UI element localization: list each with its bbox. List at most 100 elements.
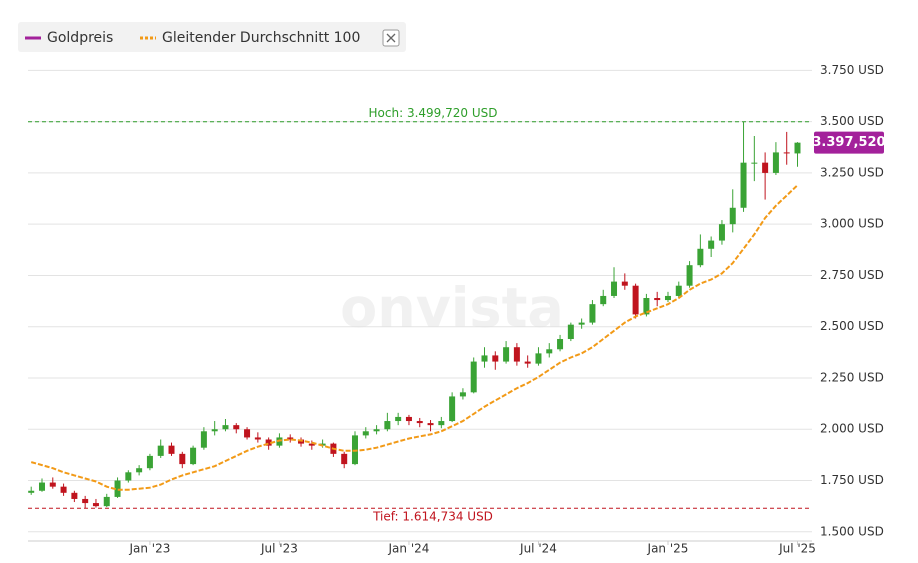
candle-body xyxy=(535,353,542,364)
x-tick-label: Jul '25 xyxy=(778,542,816,556)
candle-body xyxy=(503,347,510,362)
candle-body xyxy=(621,281,628,286)
candle-body xyxy=(675,285,682,296)
close-icon[interactable] xyxy=(386,33,396,43)
candle-body xyxy=(82,498,89,504)
candle-body xyxy=(405,416,412,422)
y-tick-label: 2.500 USD xyxy=(820,319,884,333)
candle-body xyxy=(168,445,175,454)
candle-body xyxy=(772,152,779,173)
low-line-label: Tief: 1.614,734 USD xyxy=(372,510,493,524)
candle-body xyxy=(49,482,56,487)
candle-body xyxy=(244,429,251,438)
candle-body xyxy=(762,162,769,173)
candle-body xyxy=(632,285,639,315)
y-tick-label: 3.500 USD xyxy=(820,114,884,128)
candle-body xyxy=(524,361,531,364)
candle-body xyxy=(200,431,207,448)
candle-body xyxy=(265,439,272,446)
candle-body xyxy=(438,421,445,426)
candle-body xyxy=(179,453,186,465)
y-tick-label: 3.000 USD xyxy=(820,217,884,231)
legend-box xyxy=(18,22,406,52)
candle-body xyxy=(643,298,650,315)
candle-body xyxy=(567,324,574,340)
candle-body xyxy=(373,429,380,432)
candle-body xyxy=(611,281,618,296)
candle-body xyxy=(395,416,402,422)
candle-body xyxy=(276,437,283,446)
last-price-label: 3.397,520 xyxy=(812,135,885,150)
candle-body xyxy=(697,248,704,266)
candle-body xyxy=(686,265,693,286)
candle-body xyxy=(751,162,758,164)
y-tick-label: 2.750 USD xyxy=(820,268,884,282)
candle-body xyxy=(654,298,661,301)
candle-body xyxy=(211,429,218,432)
candle-body xyxy=(492,355,499,362)
candle-body xyxy=(157,445,164,456)
candle-body xyxy=(341,453,348,465)
candle-body xyxy=(298,439,305,444)
candle-body xyxy=(470,361,477,393)
candle-body xyxy=(449,396,456,422)
candle-body xyxy=(60,486,67,493)
candle-body xyxy=(600,295,607,305)
x-tick-label: Jan '25 xyxy=(647,542,689,556)
candle-body xyxy=(28,490,35,493)
x-tick-label: Jul '23 xyxy=(260,542,298,556)
candle-body xyxy=(416,421,423,424)
candle-body xyxy=(557,339,564,350)
watermark: onvista xyxy=(340,277,564,340)
candle-body xyxy=(71,492,78,499)
last-price-badge xyxy=(814,131,884,154)
candle-body xyxy=(125,472,132,481)
y-tick-label: 2.250 USD xyxy=(820,370,884,384)
candle-body xyxy=(729,207,736,225)
y-tick-label: 1.500 USD xyxy=(820,524,884,538)
legend: Goldpreis Gleitender Durchschnitt 100 xyxy=(18,22,406,52)
legend-label: Gleitender Durchschnitt 100 xyxy=(162,30,360,46)
candle-body xyxy=(427,423,434,426)
candle-body xyxy=(589,304,596,323)
x-tick-label: Jul '24 xyxy=(519,542,557,556)
candle-body xyxy=(708,240,715,249)
y-tick-label: 3.750 USD xyxy=(820,63,884,77)
candle-body xyxy=(384,421,391,430)
candle-body xyxy=(146,455,153,469)
y-tick-label: 3.250 USD xyxy=(820,165,884,179)
moving-average-line xyxy=(30,184,799,491)
candle-body xyxy=(459,392,466,397)
candle-body xyxy=(38,482,45,491)
x-tick-label: Jan '24 xyxy=(388,542,430,556)
candle-body xyxy=(546,349,553,354)
candle-body xyxy=(254,437,261,440)
candle-body xyxy=(718,224,725,241)
candle-body xyxy=(92,503,99,507)
candle-body xyxy=(740,162,747,208)
plot-area xyxy=(28,69,812,545)
candle-body xyxy=(783,152,790,154)
y-tick-label: 1.750 USD xyxy=(820,473,884,487)
legend-label: Goldpreis xyxy=(47,30,113,46)
candle-body xyxy=(481,355,488,362)
candle-body xyxy=(362,431,369,436)
candle-body xyxy=(308,443,315,446)
y-tick-label: 2.000 USD xyxy=(820,422,884,436)
candle-body xyxy=(513,347,520,362)
candle-body xyxy=(351,435,358,465)
candle-body xyxy=(222,425,229,430)
x-tick-label: Jan '23 xyxy=(128,542,170,556)
legend-close-button[interactable] xyxy=(382,29,400,47)
candle-body xyxy=(664,295,671,301)
candle-body xyxy=(287,437,294,440)
high-line-label: Hoch: 3.499,720 USD xyxy=(369,106,498,120)
candle-body xyxy=(103,496,110,507)
candle-body xyxy=(578,322,585,325)
candle-body xyxy=(233,425,240,430)
candle-body xyxy=(794,142,801,154)
candle-body xyxy=(136,468,143,473)
candle-body xyxy=(190,447,197,465)
candle-body xyxy=(114,480,121,497)
